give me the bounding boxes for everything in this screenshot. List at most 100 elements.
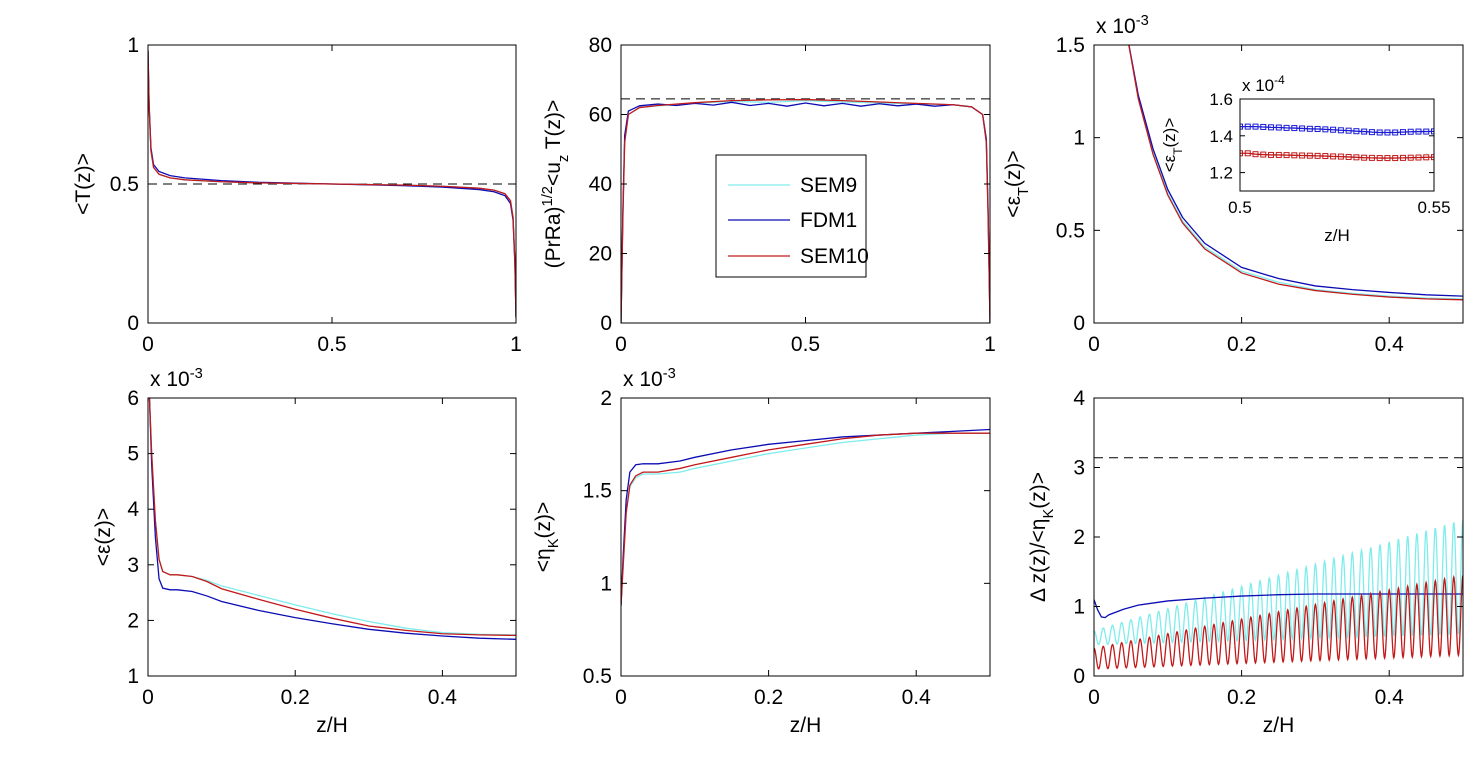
series-marker-sem10 — [1423, 154, 1430, 161]
panel-convective-flux: 0 0.5 1 0 20 40 60 80 (PrRa)1/2<uz T(z)> — [540, 34, 996, 356]
y-tick-label: 1.4 — [1209, 127, 1233, 146]
plot-area — [1094, 457, 1463, 670]
axes-frame — [1093, 44, 1464, 324]
series-line-sem10 — [1240, 152, 1434, 159]
panel-kinetic-dissipation: 0 0.2 0.4 1 2 3 4 5 6 x 10-3 z/H <ε(z)> — [92, 366, 517, 737]
axis-multiplier: x 10-4 — [1242, 73, 1285, 95]
series-marker-fdm1 — [1252, 123, 1259, 130]
series-marker-sem10 — [1431, 154, 1434, 161]
y-axis-label: (PrRa)1/2<uz T(z)> — [540, 100, 572, 269]
series-marker-fdm1 — [1368, 129, 1375, 136]
panel-temperature: 0 0.5 1 0 0.5 1 <T(z)> — [72, 34, 522, 356]
axis-multiplier: x 10-3 — [623, 366, 676, 391]
x-tick-label: 0 — [1088, 333, 1100, 356]
series-marker-sem10 — [1345, 153, 1352, 160]
series-marker-sem10 — [1275, 151, 1282, 158]
series-marker-fdm1 — [1244, 123, 1251, 130]
plot-area — [148, 398, 516, 640]
y-tick-label: 1 — [1073, 127, 1085, 150]
x-tick-label: 0.2 — [1227, 686, 1256, 709]
plot-area — [621, 98, 990, 323]
series-line-fdm1 — [621, 428, 990, 606]
x-tick-label: 0.5 — [1228, 198, 1252, 217]
series-line-sem9 — [1094, 519, 1463, 646]
series-marker-fdm1 — [1240, 123, 1243, 130]
x-axis-label: z/H — [1324, 226, 1350, 245]
y-tick-label: 2 — [1073, 526, 1085, 549]
x-tick-label: 0.4 — [1375, 686, 1405, 709]
series-marker-fdm1 — [1407, 128, 1414, 135]
y-axis-label: <εT(z)> — [1002, 150, 1032, 217]
y-tick-label: 0 — [600, 312, 612, 335]
y-tick-label: 1.5 — [1056, 34, 1085, 57]
x-tick-label: 0 — [1088, 686, 1100, 709]
series-marker-sem10 — [1399, 154, 1406, 161]
series-marker-sem10 — [1283, 152, 1290, 159]
x-axis-label: z/H — [316, 714, 348, 737]
axes-frame — [1239, 98, 1435, 192]
x-tick-label: 0.2 — [754, 686, 783, 709]
series-marker-sem10 — [1322, 153, 1329, 160]
y-tick-label: 1 — [127, 34, 139, 57]
series-marker-sem10 — [1376, 155, 1383, 162]
y-tick-label: 0 — [1073, 312, 1085, 335]
y-tick-label: 40 — [589, 173, 612, 196]
y-tick-label: 5 — [127, 443, 139, 466]
inset-background — [1240, 99, 1434, 191]
y-axis-label: <T(z)> — [72, 153, 95, 215]
y-tick-label: 2 — [127, 609, 139, 632]
y-tick-label: 4 — [1073, 387, 1085, 410]
y-tick-label: 1.2 — [1209, 164, 1233, 183]
x-tick-label: 0 — [615, 333, 627, 356]
series-marker-fdm1 — [1345, 127, 1352, 134]
series-marker-sem10 — [1299, 152, 1306, 159]
axis-multiplier: x 10-3 — [1096, 13, 1149, 38]
x-tick-label: 1 — [984, 333, 996, 356]
y-tick-label: 0.5 — [110, 173, 139, 196]
series-marker-fdm1 — [1314, 125, 1321, 132]
y-tick-label: 0.5 — [583, 665, 612, 688]
legend-label-sem10: SEM10 — [800, 245, 869, 268]
x-axis-label: z/H — [1263, 714, 1295, 737]
y-axis-label: <ηK(z)> — [532, 502, 562, 573]
y-tick-label: 1 — [600, 572, 612, 595]
x-tick-label: 0 — [142, 333, 154, 356]
series-marker-fdm1 — [1268, 124, 1275, 131]
series-marker-sem10 — [1392, 155, 1399, 162]
series-marker-fdm1 — [1415, 128, 1422, 135]
y-tick-label: 1 — [1073, 596, 1085, 619]
plot-area — [1240, 123, 1434, 162]
y-tick-label: 6 — [127, 387, 139, 410]
series-line-fdm1 — [1240, 125, 1434, 134]
series-marker-sem10 — [1291, 152, 1298, 159]
x-tick-label: 0.4 — [428, 686, 458, 709]
y-tick-label: 0.5 — [1056, 219, 1085, 242]
axis-multiplier: x 10-3 — [150, 366, 203, 391]
series-marker-fdm1 — [1283, 124, 1290, 131]
series-line-fdm1 — [1128, 45, 1463, 297]
y-tick-label: 3 — [1073, 457, 1085, 480]
series-marker-sem10 — [1260, 151, 1267, 158]
x-tick-label: 0.2 — [281, 686, 310, 709]
x-tick-label: 0 — [142, 686, 154, 709]
series-line-sem10 — [621, 98, 990, 323]
y-tick-label: 60 — [589, 104, 612, 127]
x-tick-label: 0.5 — [791, 333, 820, 356]
series-marker-sem10 — [1240, 150, 1243, 157]
series-marker-fdm1 — [1431, 128, 1434, 135]
x-tick-label: 0 — [615, 686, 627, 709]
series-marker-sem10 — [1306, 152, 1313, 159]
series-marker-sem10 — [1314, 152, 1321, 159]
legend-label-fdm1: FDM1 — [800, 209, 857, 232]
y-tick-label: 2 — [600, 387, 612, 410]
x-tick-label: 0.55 — [1417, 198, 1450, 217]
series-marker-fdm1 — [1291, 125, 1298, 132]
y-tick-label: 1.5 — [583, 480, 612, 503]
y-axis-label: <ε(z)> — [92, 508, 115, 566]
panel-thermal-dissipation: 0 0.2 0.4 0 0.5 1 1.5 x 10-3 <εT(z)> — [1002, 13, 1464, 356]
x-axis-label: z/H — [790, 714, 822, 737]
y-tick-label: 1 — [127, 665, 139, 688]
series-marker-sem10 — [1268, 151, 1275, 158]
series-marker-fdm1 — [1275, 124, 1282, 131]
series-marker-fdm1 — [1330, 126, 1337, 133]
